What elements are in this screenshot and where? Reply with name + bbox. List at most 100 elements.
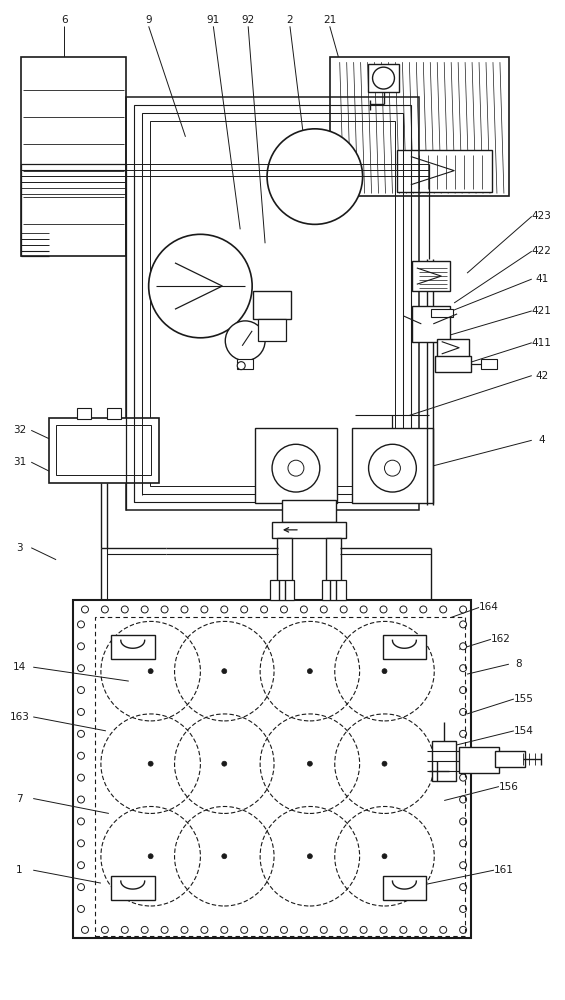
Bar	[481, 359, 497, 369]
Text: 423: 423	[532, 211, 551, 221]
Circle shape	[148, 761, 153, 766]
Circle shape	[459, 665, 467, 672]
Circle shape	[459, 840, 467, 847]
Text: 1: 1	[16, 865, 23, 875]
Circle shape	[201, 606, 208, 613]
Circle shape	[368, 444, 416, 492]
Text: 8: 8	[515, 659, 522, 669]
Bar	[330, 57, 509, 196]
Circle shape	[380, 606, 387, 613]
Bar	[272, 522, 346, 538]
Bar	[435, 356, 471, 372]
Circle shape	[121, 926, 128, 933]
Circle shape	[382, 854, 387, 859]
Bar	[255, 428, 337, 503]
Circle shape	[237, 362, 245, 370]
Text: 14: 14	[12, 662, 26, 672]
Bar	[383, 635, 426, 659]
Bar	[495, 751, 525, 767]
Bar	[21, 57, 126, 256]
Text: 41: 41	[535, 274, 549, 284]
Circle shape	[81, 606, 89, 613]
Circle shape	[459, 643, 467, 650]
Bar	[111, 635, 155, 659]
Text: 2: 2	[286, 15, 293, 25]
Circle shape	[459, 774, 467, 781]
Circle shape	[161, 606, 168, 613]
Circle shape	[141, 926, 148, 933]
Circle shape	[77, 884, 85, 891]
Circle shape	[459, 621, 467, 628]
Bar	[322, 580, 346, 600]
Circle shape	[77, 643, 85, 650]
Circle shape	[382, 669, 387, 674]
Bar	[111, 876, 155, 900]
Circle shape	[307, 854, 312, 859]
Text: 6: 6	[61, 15, 67, 25]
Circle shape	[77, 905, 85, 912]
Circle shape	[241, 926, 247, 933]
Circle shape	[148, 854, 153, 859]
Circle shape	[307, 761, 312, 766]
Circle shape	[459, 796, 467, 803]
Circle shape	[372, 67, 394, 89]
Circle shape	[440, 926, 447, 933]
Bar	[412, 306, 450, 342]
Text: 421: 421	[532, 306, 551, 316]
Circle shape	[161, 926, 168, 933]
Circle shape	[320, 926, 327, 933]
Circle shape	[459, 862, 467, 869]
Circle shape	[225, 321, 265, 361]
Circle shape	[320, 606, 327, 613]
Text: 162: 162	[491, 634, 511, 644]
Text: 91: 91	[207, 15, 220, 25]
Bar	[431, 309, 453, 317]
Circle shape	[459, 752, 467, 759]
Circle shape	[301, 926, 307, 933]
Circle shape	[267, 129, 363, 224]
Text: 411: 411	[532, 338, 551, 348]
Circle shape	[121, 606, 128, 613]
Text: 9: 9	[145, 15, 152, 25]
Bar	[397, 150, 492, 192]
Text: 42: 42	[535, 371, 549, 381]
Circle shape	[77, 840, 85, 847]
Text: 156: 156	[499, 782, 519, 792]
Circle shape	[459, 818, 467, 825]
Circle shape	[148, 669, 153, 674]
Circle shape	[77, 708, 85, 715]
Circle shape	[301, 606, 307, 613]
Bar	[258, 319, 286, 341]
Text: 161: 161	[494, 865, 514, 875]
Circle shape	[222, 669, 227, 674]
Bar	[134, 105, 411, 502]
Circle shape	[101, 926, 108, 933]
Text: 154: 154	[514, 726, 534, 736]
Circle shape	[77, 730, 85, 737]
Circle shape	[77, 862, 85, 869]
Bar	[282, 500, 336, 522]
Circle shape	[201, 926, 208, 933]
Bar	[383, 876, 426, 900]
Circle shape	[307, 669, 312, 674]
Circle shape	[222, 761, 227, 766]
Circle shape	[459, 905, 467, 912]
Circle shape	[340, 926, 347, 933]
Bar	[95, 617, 465, 936]
Circle shape	[222, 854, 227, 859]
Text: 3: 3	[16, 543, 23, 553]
Text: 4: 4	[538, 435, 545, 445]
Circle shape	[141, 606, 148, 613]
Circle shape	[77, 774, 85, 781]
Text: 31: 31	[12, 457, 26, 467]
Circle shape	[400, 926, 407, 933]
Circle shape	[420, 926, 427, 933]
Circle shape	[380, 926, 387, 933]
Circle shape	[440, 606, 447, 613]
Circle shape	[459, 708, 467, 715]
Text: 92: 92	[242, 15, 255, 25]
Text: 155: 155	[514, 694, 534, 704]
Circle shape	[241, 606, 247, 613]
Circle shape	[77, 687, 85, 694]
Circle shape	[260, 606, 268, 613]
